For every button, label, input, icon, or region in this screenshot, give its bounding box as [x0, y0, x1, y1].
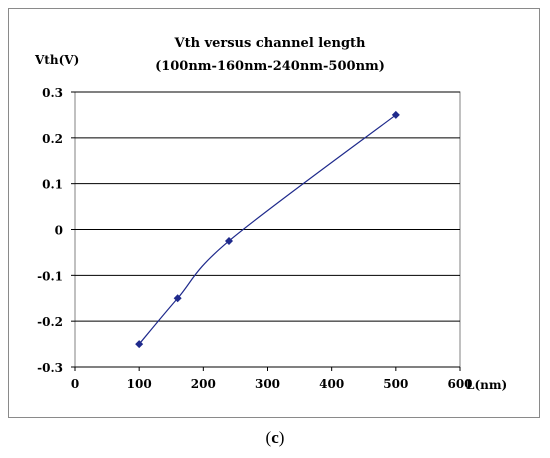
data-point	[225, 236, 233, 245]
figure-caption: (c)	[0, 428, 550, 448]
y-tick-label: 0.2	[42, 132, 63, 146]
y-tick-label: 0.1	[42, 178, 63, 192]
series-line	[138, 114, 397, 345]
data-point	[135, 340, 144, 349]
chart-subtitle: (100nm-160nm-240nm-500nm)	[155, 59, 385, 74]
y-tick-label: 0.3	[42, 86, 63, 100]
x-tick-label: 300	[255, 377, 280, 391]
x-tick-label: 600	[447, 377, 472, 391]
plot-layer: 0.3 0.2 0.1 0 -0.1 -0.2 -0.3 0 100 200 300 400 500 60…	[37, 86, 472, 391]
y-tick-label: -0.3	[37, 361, 63, 375]
x-tick-label: 100	[127, 377, 152, 391]
data-point	[173, 294, 182, 303]
y-tick-label: 0	[55, 224, 63, 238]
caption-letter: c	[271, 428, 279, 447]
caption-open: (	[265, 428, 272, 447]
x-tick-label: 400	[319, 377, 344, 391]
y-tick-label: -0.1	[37, 269, 63, 283]
data-point	[391, 110, 400, 119]
x-axis-label: L(nm)	[466, 378, 507, 392]
x-tick-label: 0	[71, 377, 79, 391]
chart-frame	[8, 8, 540, 418]
y-axis-label: Vth(V)	[34, 53, 79, 67]
chart-title: Vth versus channel length	[174, 36, 367, 51]
x-tick-label: 200	[191, 377, 216, 391]
y-tick-label: -0.2	[37, 315, 63, 329]
caption-close: )	[278, 428, 285, 447]
x-tick-label: 500	[383, 377, 408, 391]
